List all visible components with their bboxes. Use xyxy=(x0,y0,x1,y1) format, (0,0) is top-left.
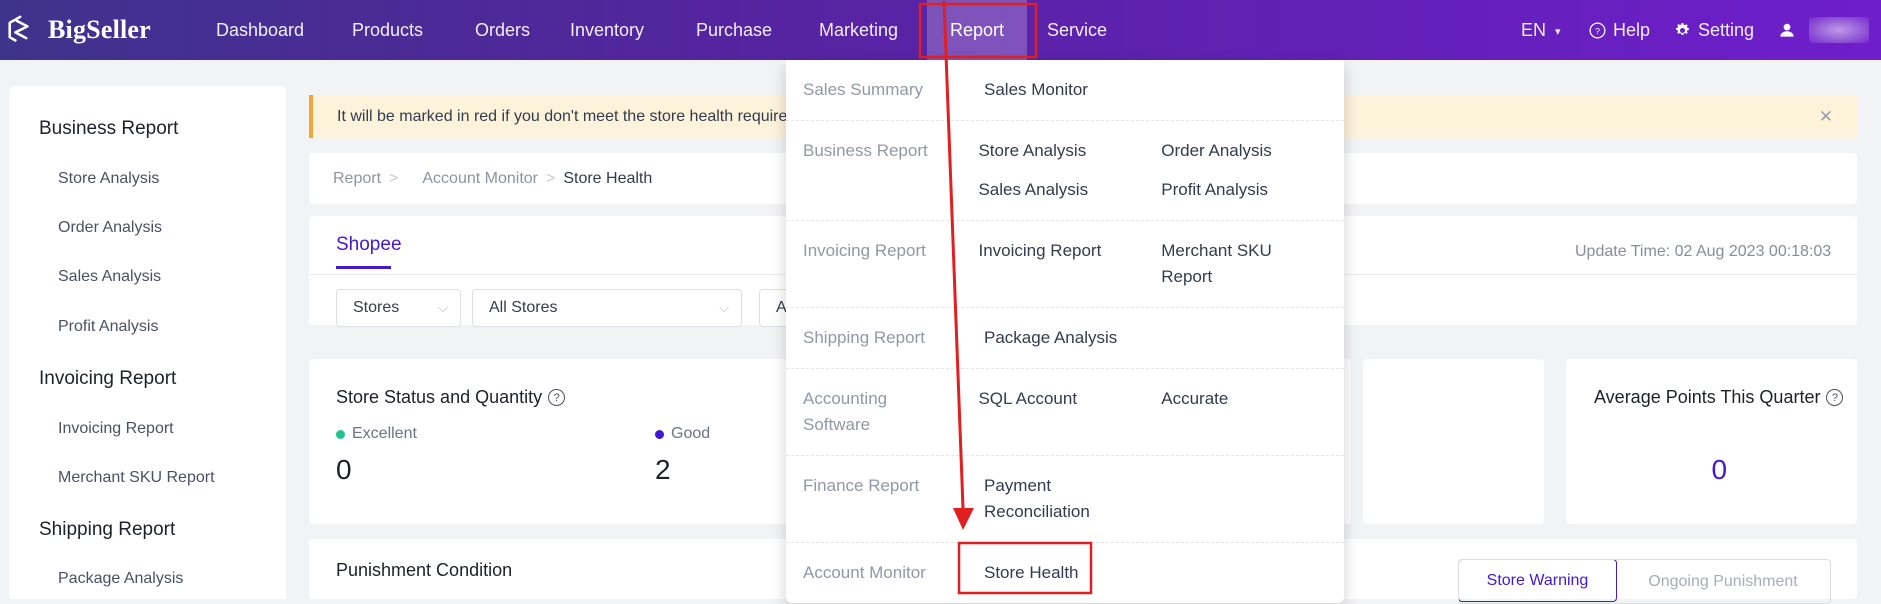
svg-text:?: ? xyxy=(1595,25,1600,35)
